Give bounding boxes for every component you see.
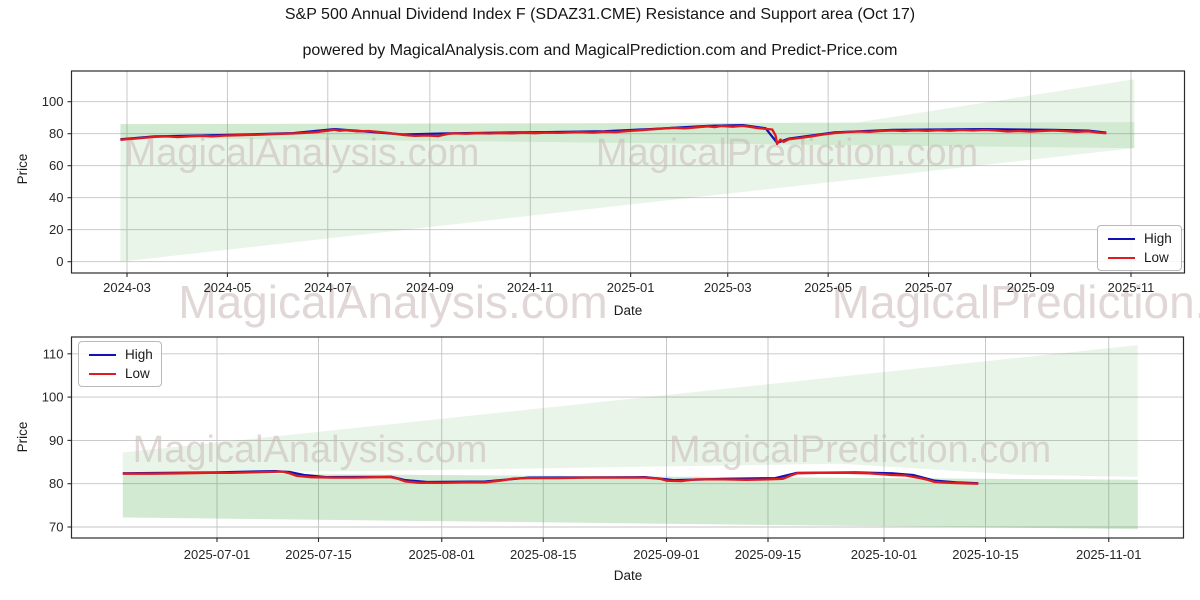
x-tick-label: 2025-09	[1007, 280, 1055, 295]
high-line-sample-icon	[1108, 237, 1135, 240]
y-tick-label: 40	[49, 190, 63, 205]
legend-entry-low: Low	[79, 364, 161, 383]
y-tick-label: 100	[42, 94, 64, 109]
chart-title: S&P 500 Annual Dividend Index F (SDAZ31.…	[284, 6, 916, 23]
tick-marks	[67, 101, 1132, 277]
support-area-wedge	[120, 137, 1135, 262]
legend-label: Low	[1144, 250, 1169, 265]
tick-labels: 2024-03 2024-05 2024-07 2024-09 2024-11 2025-…	[42, 94, 1155, 295]
high-line-sample-icon	[89, 353, 116, 356]
watermark-analysis: MagicalAnalysis.com	[178, 276, 607, 328]
tick-labels: 2025-07-01 2025-07-15 2025-08-01 2025-08-15…	[42, 346, 1142, 562]
watermark-prediction: MagicalPrediction.com	[669, 429, 1051, 471]
y-axis-label-bottom: Price	[15, 421, 30, 453]
watermark-analysis: MagicalAnalysis.com	[133, 429, 488, 471]
y-tick-label: 110	[43, 346, 64, 361]
low-line	[122, 470, 979, 485]
support-resistance-fills	[120, 79, 1135, 262]
legend-entry-high: High	[1098, 229, 1181, 248]
watermark-analysis: MagicalAnalysis.com	[125, 132, 480, 174]
x-tick-label: 2025-09-15	[735, 547, 802, 562]
x-tick-label: 2025-07-15	[285, 547, 352, 562]
x-tick-label: 2025-05	[804, 280, 852, 295]
x-tick-label: 2025-07-01	[184, 547, 251, 562]
low-line-sample-icon	[1108, 256, 1135, 259]
y-tick-label: 80	[49, 476, 63, 491]
series-lines	[122, 469, 979, 485]
x-tick-label: 2024-09	[406, 280, 454, 295]
watermarks: MagicalAnalysis.com MagicalPrediction.com…	[125, 132, 1200, 471]
x-tick-label: 2025-03	[704, 280, 752, 295]
support-area	[122, 472, 1138, 530]
gridlines	[71, 337, 1184, 538]
x-tick-label: 2024-07	[304, 280, 352, 295]
chart-subtitle: powered by MagicalAnalysis.com and Magic…	[302, 42, 898, 59]
y-tick-label: 20	[49, 222, 63, 237]
legend-label: Low	[125, 366, 150, 381]
y-tick-label: 60	[49, 158, 63, 173]
x-tick-label: 2025-11	[1108, 280, 1155, 295]
x-tick-label: 2025-09-01	[633, 547, 700, 562]
x-tick-label: 2024-05	[204, 280, 252, 295]
x-tick-label: 2024-11	[507, 280, 554, 295]
y-tick-label: 90	[49, 433, 63, 448]
legend-label: High	[1144, 231, 1172, 246]
x-tick-label: 2024-03	[103, 280, 151, 295]
gridlines	[71, 71, 1185, 273]
plot-border	[70, 336, 1185, 539]
plot-border	[70, 70, 1186, 274]
legend-entry-low: Low	[1098, 248, 1181, 267]
y-axis-label-top: Price	[15, 153, 30, 185]
resistance-area-wedge	[856, 79, 1135, 123]
legend-entry-high: High	[79, 345, 161, 364]
watermark-prediction: MagicalPrediction.com	[832, 276, 1200, 328]
support-resistance-fills	[122, 345, 1138, 530]
x-tick-label: 2025-11-01	[1076, 547, 1142, 562]
y-tick-label: 80	[49, 126, 63, 141]
legend-bottom-chart: High Low	[78, 341, 162, 387]
low-line-sample-icon	[89, 372, 116, 375]
core-band	[120, 122, 1135, 149]
x-tick-label: 2025-10-01	[851, 547, 918, 562]
x-tick-label: 2025-10-15	[952, 547, 1019, 562]
series-lines	[120, 124, 1107, 146]
resistance-area	[122, 345, 1138, 477]
x-axis-label-bottom: Date	[613, 568, 643, 583]
x-tick-label: 2025-07	[905, 280, 953, 295]
low-line	[120, 124, 1107, 146]
y-tick-label: 0	[56, 254, 63, 269]
legend-label: High	[125, 347, 153, 362]
tick-marks	[67, 353, 1110, 542]
x-tick-label: 2025-08-01	[409, 547, 476, 562]
x-tick-label: 2025-01	[607, 280, 655, 295]
y-tick-label: 100	[42, 390, 64, 405]
legend-top-chart: High Low	[1097, 225, 1182, 271]
y-tick-label: 70	[49, 520, 63, 535]
x-tick-label: 2025-08-15	[510, 547, 577, 562]
x-axis-label-top: Date	[613, 303, 643, 318]
